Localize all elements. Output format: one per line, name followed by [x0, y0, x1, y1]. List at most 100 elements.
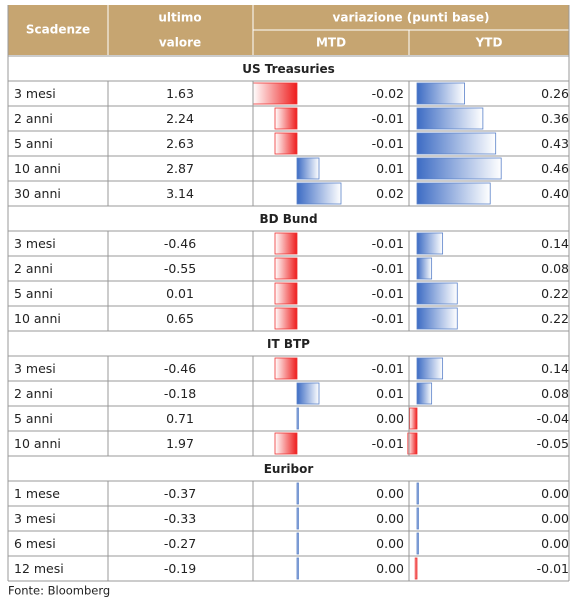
section-title: US Treasuries: [242, 62, 335, 76]
value-cell: 2.87: [166, 161, 194, 176]
value-cell: 2.24: [166, 111, 194, 126]
value-cell: -0.01: [372, 111, 404, 126]
header-cell: YTD: [475, 36, 503, 50]
section-title: Euribor: [264, 462, 314, 476]
row-label: 2 anni: [14, 386, 53, 401]
data-bar: [416, 482, 419, 505]
value-cell: 0.43: [541, 136, 569, 151]
header-cell: variazione (punti base): [333, 11, 490, 25]
source: Fonte: Bloomberg: [8, 584, 110, 598]
data-bar: [296, 182, 342, 205]
row-label: 1 mese: [14, 486, 60, 501]
value-cell: -0.37: [164, 486, 196, 501]
data-bar: [296, 382, 320, 405]
data-bar: [274, 132, 298, 155]
value-cell: -0.19: [164, 561, 196, 576]
value-cell: -0.02: [372, 86, 404, 101]
row-label: 12 mesi: [14, 561, 64, 576]
value-cell: -0.01: [537, 561, 569, 576]
value-cell: -0.46: [164, 361, 196, 376]
data-bar: [274, 257, 298, 280]
value-cell: -0.04: [537, 411, 569, 426]
data-bar: [414, 557, 418, 580]
data-bar: [274, 232, 298, 255]
header-cell: ultimo: [158, 11, 201, 25]
section-title: BD Bund: [259, 212, 317, 226]
value-cell: 0.02: [376, 186, 404, 201]
value-cell: -0.27: [164, 536, 196, 551]
data-bar: [296, 482, 299, 505]
value-cell: 0.00: [376, 561, 404, 576]
data-bar: [409, 407, 418, 430]
row-label: 3 mesi: [14, 361, 56, 376]
value-cell: 0.00: [376, 536, 404, 551]
row-label: 5 anni: [14, 411, 53, 426]
data-bar: [416, 157, 502, 180]
value-cell: -0.01: [372, 136, 404, 151]
value-cell: -0.01: [372, 236, 404, 251]
value-cell: 0.14: [541, 361, 569, 376]
data-bar: [416, 182, 491, 205]
data-bar: [407, 432, 418, 455]
value-cell: 0.71: [166, 411, 194, 426]
value-cell: 0.14: [541, 236, 569, 251]
row-label: 10 anni: [14, 311, 61, 326]
row-label: 3 mesi: [14, 86, 56, 101]
value-cell: -0.01: [372, 311, 404, 326]
value-cell: 0.01: [166, 286, 194, 301]
row-label: 3 mesi: [14, 236, 56, 251]
value-cell: -0.18: [164, 386, 196, 401]
value-cell: 0.65: [166, 311, 194, 326]
value-cell: 0.22: [541, 286, 569, 301]
row-label: 5 anni: [14, 286, 53, 301]
header-cell: Scadenze: [26, 23, 90, 37]
row-label: 6 mesi: [14, 536, 56, 551]
row-label: 10 anni: [14, 161, 61, 176]
value-cell: 1.63: [166, 86, 194, 101]
value-cell: 0.26: [541, 86, 569, 101]
data-bar: [274, 107, 298, 130]
data-bar: [416, 507, 419, 530]
value-cell: 0.00: [541, 536, 569, 551]
row-label: 2 anni: [14, 261, 53, 276]
data-bar: [274, 307, 298, 330]
data-bar: [274, 282, 298, 305]
value-cell: 0.08: [541, 386, 569, 401]
data-bar: [416, 382, 433, 405]
data-bar: [296, 157, 320, 180]
data-bar: [274, 357, 298, 380]
data-bar: [416, 232, 444, 255]
data-bar: [296, 507, 299, 530]
row-label: 30 anni: [14, 186, 61, 201]
value-cell: 0.00: [541, 486, 569, 501]
data-bar: [252, 82, 298, 105]
value-cell: 0.22: [541, 311, 569, 326]
data-bar: [416, 532, 419, 555]
data-bar: [274, 432, 298, 455]
value-cell: -0.05: [537, 436, 569, 451]
value-cell: 0.40: [541, 186, 569, 201]
value-cell: 0.08: [541, 261, 569, 276]
value-cell: -0.01: [372, 261, 404, 276]
value-cell: 1.97: [166, 436, 194, 451]
data-bar: [416, 257, 433, 280]
data-bar: [416, 307, 458, 330]
section-title: IT BTP: [267, 337, 310, 351]
data-bar: [416, 132, 497, 155]
value-cell: -0.46: [164, 236, 196, 251]
value-cell: -0.01: [372, 286, 404, 301]
value-cell: 0.36: [541, 111, 569, 126]
data-bar: [296, 557, 299, 580]
value-cell: -0.01: [372, 436, 404, 451]
data-bar: [416, 357, 444, 380]
data-bar: [416, 282, 458, 305]
value-cell: -0.55: [164, 261, 196, 276]
value-cell: 0.00: [376, 511, 404, 526]
header-cell: valore: [159, 36, 201, 50]
data-bar: [296, 407, 299, 430]
value-cell: 0.00: [376, 411, 404, 426]
row-label: 3 mesi: [14, 511, 56, 526]
value-cell: -0.33: [164, 511, 196, 526]
value-cell: 0.01: [376, 386, 404, 401]
